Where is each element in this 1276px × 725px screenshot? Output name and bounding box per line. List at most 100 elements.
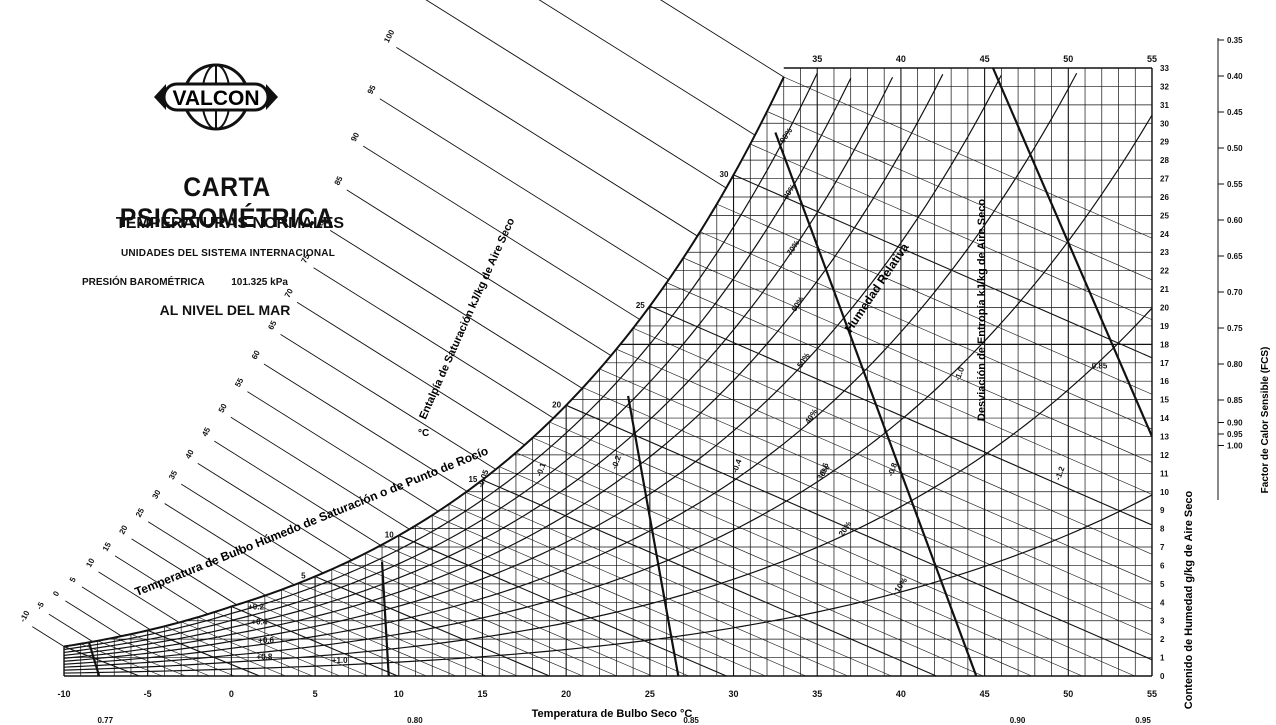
rh-curve bbox=[64, 76, 894, 656]
entropy-deviation-label: +0.6 bbox=[258, 636, 274, 645]
wet-bulb-line bbox=[616, 348, 1152, 676]
top-tick-label: 40 bbox=[896, 54, 906, 64]
y-axis-label: Contenido de Humedad g/kg de Aire Seco bbox=[1183, 491, 1195, 710]
y-tick-label: 18 bbox=[1160, 340, 1169, 349]
enthalpy-tick-label: 5 bbox=[68, 575, 78, 584]
enthalpy-line bbox=[164, 503, 295, 586]
wet-bulb-line bbox=[649, 305, 1152, 676]
shf-tick-label: 0.40 bbox=[1227, 72, 1243, 81]
enthalpy-line bbox=[379, 98, 669, 281]
saturation-mark-label: 25 bbox=[636, 301, 645, 310]
wet-bulb-line bbox=[766, 111, 1152, 676]
enthalpy-line bbox=[329, 229, 583, 389]
x-tick-label: 20 bbox=[561, 689, 571, 699]
wet-bulb-line bbox=[549, 421, 1135, 676]
y-tick-label: 17 bbox=[1160, 359, 1169, 368]
saturation-unit-label: °C bbox=[418, 428, 429, 439]
enthalpy-tick-label: 20 bbox=[117, 523, 129, 536]
enthalpy-line bbox=[48, 613, 94, 643]
wet-bulb-line bbox=[365, 553, 653, 676]
enthalpy-line bbox=[98, 571, 180, 623]
shf-tick-label: 0.80 bbox=[1227, 360, 1243, 369]
shf-tick-label: 0.45 bbox=[1227, 108, 1243, 117]
shf-tick-label: 0.65 bbox=[1227, 252, 1243, 261]
rh-curve bbox=[64, 74, 944, 659]
wet-bulb-line bbox=[716, 203, 1152, 676]
pressure-value: 101.325 kPa bbox=[231, 277, 288, 288]
specific-volume-line bbox=[88, 642, 101, 676]
y-tick-label: 0 bbox=[1160, 672, 1165, 681]
entropy-deviation-label: -1.0 bbox=[953, 365, 966, 382]
wet-bulb-line bbox=[331, 568, 583, 676]
shf-tick-label: 1.00 bbox=[1227, 442, 1243, 451]
page-title: CARTA PSICROMÉTRICA bbox=[119, 172, 335, 233]
enthalpy-line bbox=[263, 363, 468, 492]
top-tick-label: 55 bbox=[1147, 54, 1157, 64]
enthalpy-tick-label: 50 bbox=[217, 402, 229, 415]
wet-bulb-line bbox=[398, 534, 727, 676]
enthalpy-tick-label: 40 bbox=[184, 448, 196, 461]
specific-volume-line bbox=[991, 68, 1152, 437]
page-subtitle: TEMPERATURAS NORMALES bbox=[115, 215, 345, 232]
units-caption: UNIDADES DEL SISTEMA INTERNACIONAL bbox=[120, 248, 336, 259]
shf-tick-label: 0.55 bbox=[1227, 180, 1243, 189]
enthalpy-tick-label: 90 bbox=[349, 131, 361, 144]
enthalpy-line bbox=[32, 626, 65, 647]
x-tick-label: -10 bbox=[57, 689, 70, 699]
enthalpy-line bbox=[296, 301, 525, 446]
y-tick-label: 29 bbox=[1160, 138, 1169, 147]
y-tick-label: 1 bbox=[1160, 654, 1165, 663]
specific-volume-line bbox=[774, 132, 978, 676]
rh-curve bbox=[64, 77, 852, 654]
enthalpy-tick-label: 25 bbox=[134, 506, 146, 519]
enthalpy-tick-label: -10 bbox=[18, 609, 32, 624]
enthalpy-tick-label: 35 bbox=[167, 468, 179, 481]
y-tick-label: 23 bbox=[1160, 248, 1169, 257]
enthalpy-line bbox=[538, 0, 756, 136]
enthalpy-line bbox=[363, 145, 641, 320]
shf-tick-label: 0.35 bbox=[1227, 36, 1243, 45]
y-tick-label: 31 bbox=[1160, 101, 1169, 110]
saturation-curve-label: Temperatura de Bulbo Húmedo de Saturació… bbox=[133, 444, 490, 599]
top-tick-label: 45 bbox=[980, 54, 990, 64]
x-tick-label: 0 bbox=[229, 689, 234, 699]
entropy-deviation-label: -0.05 bbox=[476, 468, 491, 489]
y-tick-label: 15 bbox=[1160, 396, 1169, 405]
rh-curve bbox=[64, 72, 818, 651]
enthalpy-line bbox=[396, 46, 698, 237]
enthalpy-scale-label: Entalpía de Saturación kJ/kg de Aire Sec… bbox=[417, 216, 517, 421]
enthalpy-line bbox=[660, 0, 784, 78]
saturation-mark-label: 30 bbox=[720, 170, 729, 179]
wet-bulb-line bbox=[750, 143, 1152, 676]
wet-bulb-line bbox=[264, 595, 456, 676]
saturation-mark-label: 20 bbox=[552, 400, 561, 409]
x-tick-label: -5 bbox=[144, 689, 152, 699]
wet-bulb-line bbox=[733, 174, 1152, 676]
y-tick-label: 26 bbox=[1160, 193, 1169, 202]
y-tick-label: 24 bbox=[1160, 230, 1169, 239]
shf-tick-label: 0.60 bbox=[1227, 216, 1243, 225]
x-tick-label: 55 bbox=[1147, 689, 1157, 699]
y-tick-label: 10 bbox=[1160, 488, 1169, 497]
y-tick-label: 28 bbox=[1160, 156, 1169, 165]
shf-tick-label: 0.70 bbox=[1227, 288, 1243, 297]
entropy-deviation-label: -1.2 bbox=[1053, 465, 1066, 482]
pressure-caption: PRESIÓN BAROMÉTRICA 101.325 kPa bbox=[82, 277, 382, 288]
saturation-mark-label: 10 bbox=[385, 530, 394, 539]
wet-bulb-line bbox=[632, 327, 1152, 676]
clipped-grid bbox=[64, 68, 1152, 676]
y-tick-label: 8 bbox=[1160, 525, 1165, 534]
globe-logo-icon: VALCON bbox=[154, 63, 278, 131]
wet-bulb-line bbox=[599, 368, 1152, 676]
y-tick-label: 22 bbox=[1160, 267, 1169, 276]
enthalpy-line bbox=[313, 267, 554, 419]
y-tick-label: 19 bbox=[1160, 322, 1169, 331]
wet-bulb-line bbox=[482, 479, 937, 676]
enthalpy-tick-label: 15 bbox=[101, 540, 113, 553]
enthalpy-line bbox=[114, 555, 209, 615]
wet-bulb-line bbox=[565, 404, 1152, 676]
enthalpy-tick-label: 0 bbox=[51, 589, 61, 598]
entropy-deviation-label: +0.8 bbox=[256, 652, 272, 661]
wet-bulb-line bbox=[783, 76, 1152, 676]
y-tick-label: 6 bbox=[1160, 561, 1165, 570]
